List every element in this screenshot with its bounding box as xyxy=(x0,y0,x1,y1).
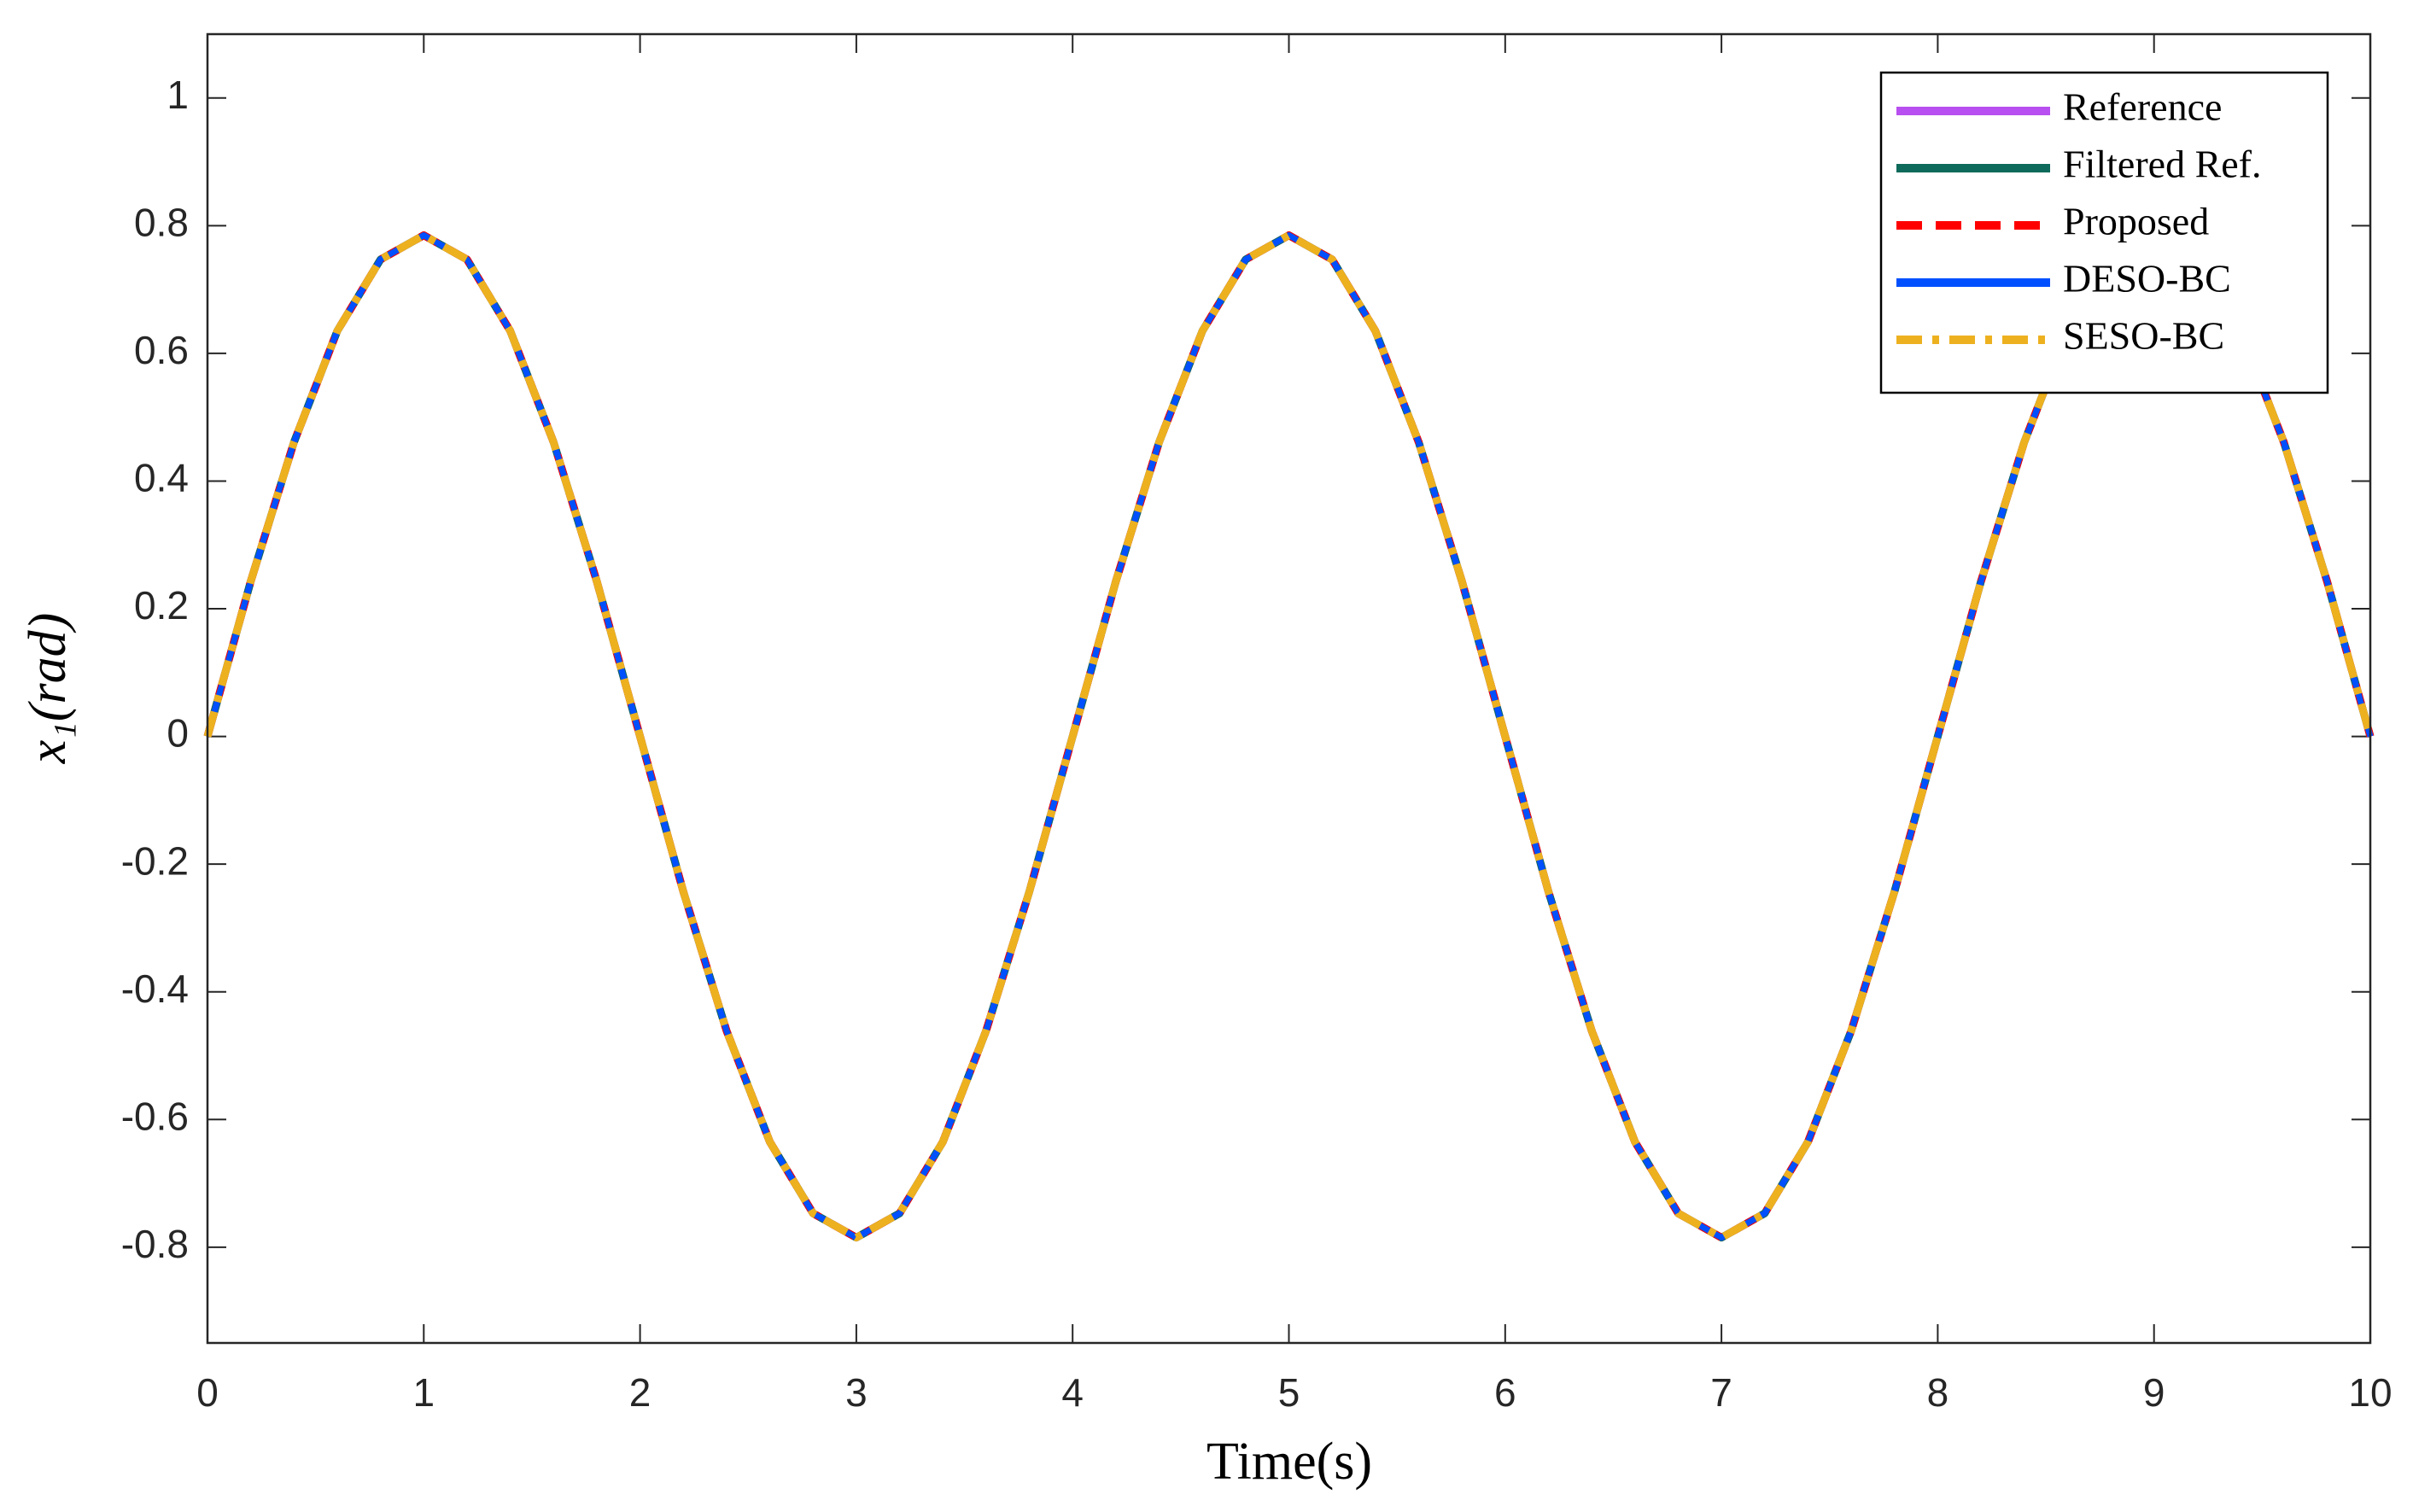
x-tick-label: 0 xyxy=(196,1370,219,1415)
y-tick-label: 0.8 xyxy=(134,200,189,244)
x-tick-label: 1 xyxy=(413,1370,435,1415)
x-tick-label: 9 xyxy=(2143,1370,2165,1415)
legend-label: SESO-BC xyxy=(2063,314,2224,358)
y-tick-label: -0.8 xyxy=(121,1222,189,1266)
y-tick-label: 0.2 xyxy=(134,583,189,628)
x-tick-label: 5 xyxy=(1278,1370,1300,1415)
y-tick-label: -0.6 xyxy=(121,1094,189,1138)
y-tick-label: -0.4 xyxy=(121,966,189,1011)
legend-label: Proposed xyxy=(2063,200,2209,243)
x-tick-label: 7 xyxy=(1710,1370,1732,1415)
x-tick-label: 4 xyxy=(1061,1370,1084,1415)
y-tick-label: 0.6 xyxy=(134,328,189,372)
x-tick-label: 10 xyxy=(2348,1370,2392,1415)
y-tick-label: 1 xyxy=(167,73,189,117)
y-tick-label: 0 xyxy=(167,711,189,756)
axes-box xyxy=(206,32,2372,1345)
legend-label: DESO-BC xyxy=(2063,257,2231,301)
y-tick-label: 0.4 xyxy=(134,456,189,500)
x-tick-label: 6 xyxy=(1494,1370,1516,1415)
series-line xyxy=(203,231,2375,1242)
legend-label: Filtered Ref. xyxy=(2063,143,2262,186)
x-tick-label: 2 xyxy=(629,1370,651,1415)
x-axis-label: Time(s) xyxy=(1206,1433,1372,1491)
y-axis-label: x₁(rad) xyxy=(19,613,77,765)
legend-label: Reference xyxy=(2063,85,2222,129)
x-tick-label: 8 xyxy=(1927,1370,1949,1415)
x-tick-label: 3 xyxy=(845,1370,868,1415)
y-tick-label: -0.2 xyxy=(121,838,189,883)
